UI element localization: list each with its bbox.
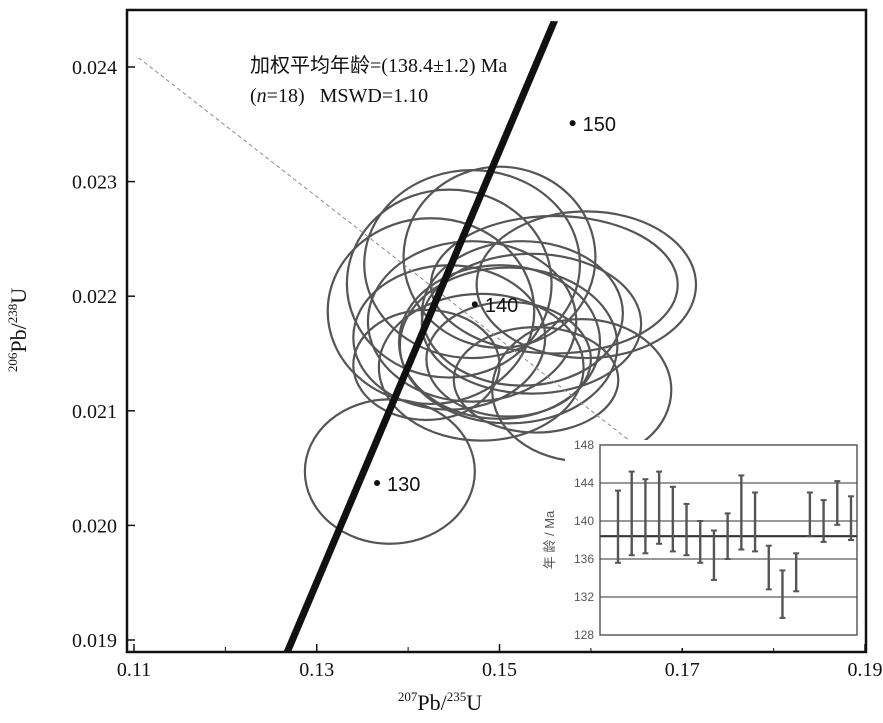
n-open-paren: ( [250, 85, 257, 107]
x-tick-label: 0.15 [482, 659, 517, 681]
y-tick-label: 0.021 [72, 401, 117, 423]
y-tick-label: 0.024 [72, 57, 117, 79]
concordia-line-3 [288, 20, 558, 652]
x-axis-el1: Pb [417, 690, 440, 715]
inset-age-plot: 128 132 136 140 144 148 年 龄 / Ma [542, 438, 863, 648]
error-ellipse-7 [377, 292, 585, 442]
x-axis-ticks: 0.11 0.13 0.15 0.17 0.19 [117, 644, 883, 681]
error-ellipse-2 [326, 217, 536, 406]
y-axis-ticks: 0.019 0.020 0.021 0.022 0.023 0.024 [72, 57, 135, 652]
y-axis-mass2: 238 [5, 304, 20, 324]
inset-y-tick-label: 148 [574, 438, 594, 452]
main-plot: 130 140 150 0.11 0.13 0.15 0.17 0.19 0.019 0.02… [5, 8, 883, 715]
inset-y-ticks: 128 132 136 140 144 148 [574, 438, 594, 642]
y-tick-label: 0.020 [72, 515, 117, 537]
error-ellipse-10 [366, 240, 578, 403]
inset-y-tick-label: 136 [574, 552, 594, 566]
inset-y-tick-label: 140 [574, 514, 594, 528]
error-ellipse-1 [303, 398, 476, 545]
x-tick-label: 0.17 [665, 659, 700, 681]
y-tick-label: 0.019 [72, 630, 117, 652]
error-ellipse-5 [402, 165, 597, 349]
error-ellipse-3 [345, 188, 553, 379]
x-axis-mass2: 235 [447, 689, 467, 704]
age-label-150: 150 [583, 114, 616, 136]
y-axis-slash: / [6, 322, 31, 329]
n-symbol: n [257, 85, 267, 107]
error-ellipse-17 [352, 308, 501, 422]
y-axis-el1: Pb [6, 329, 31, 352]
x-axis-slash: / [441, 690, 448, 715]
age-label-130: 130 [387, 474, 420, 496]
error-ellipse-12 [475, 210, 698, 360]
concordia-line-2 [286, 20, 556, 652]
x-axis-title: 207Pb/235U [398, 689, 482, 715]
y-axis-title: 206Pb/238U [5, 288, 31, 372]
x-tick-label: 0.11 [117, 659, 151, 681]
ellipse-group [303, 165, 698, 545]
n-mswd-value: =18) MSWD=1.10 [267, 85, 428, 107]
x-axis-el2: U [466, 690, 482, 715]
error-ellipse-15 [452, 326, 620, 434]
y-tick-label: 0.023 [72, 172, 117, 194]
concordia-curve [283, 20, 558, 652]
plot-frame [125, 8, 868, 654]
inset-y-tick-label: 128 [574, 628, 594, 642]
concordia-age-labels: 130 140 150 [374, 114, 616, 496]
weighted-mean-annotation: 加权平均年龄=(138.4±1.2) Ma [250, 54, 507, 77]
x-axis-mass1: 207 [398, 689, 418, 704]
x-tick-label: 0.19 [848, 659, 883, 681]
error-ellipse-9 [420, 240, 624, 387]
y-axis-mass1: 206 [5, 352, 20, 372]
n-mswd-annotation: (n=18) MSWD=1.10 [250, 85, 428, 107]
y-tick-label: 0.022 [72, 286, 117, 308]
concordia-line-1 [283, 20, 553, 652]
age-marker-130 [374, 479, 381, 486]
error-ellipse-18 [420, 252, 643, 395]
error-ellipse-14 [425, 300, 592, 418]
inset-y-axis-title: 年 龄 / Ma [542, 510, 557, 569]
age-marker-140 [471, 301, 478, 308]
inset-error-bars [615, 470, 854, 619]
x-tick-label: 0.13 [299, 659, 334, 681]
age-label-140: 140 [485, 295, 518, 317]
y-axis-el2: U [6, 288, 31, 304]
inset-y-tick-label: 144 [574, 476, 594, 490]
inset-frame [599, 444, 858, 636]
age-marker-150 [569, 120, 576, 127]
inset-y-tick-label: 132 [574, 590, 594, 604]
